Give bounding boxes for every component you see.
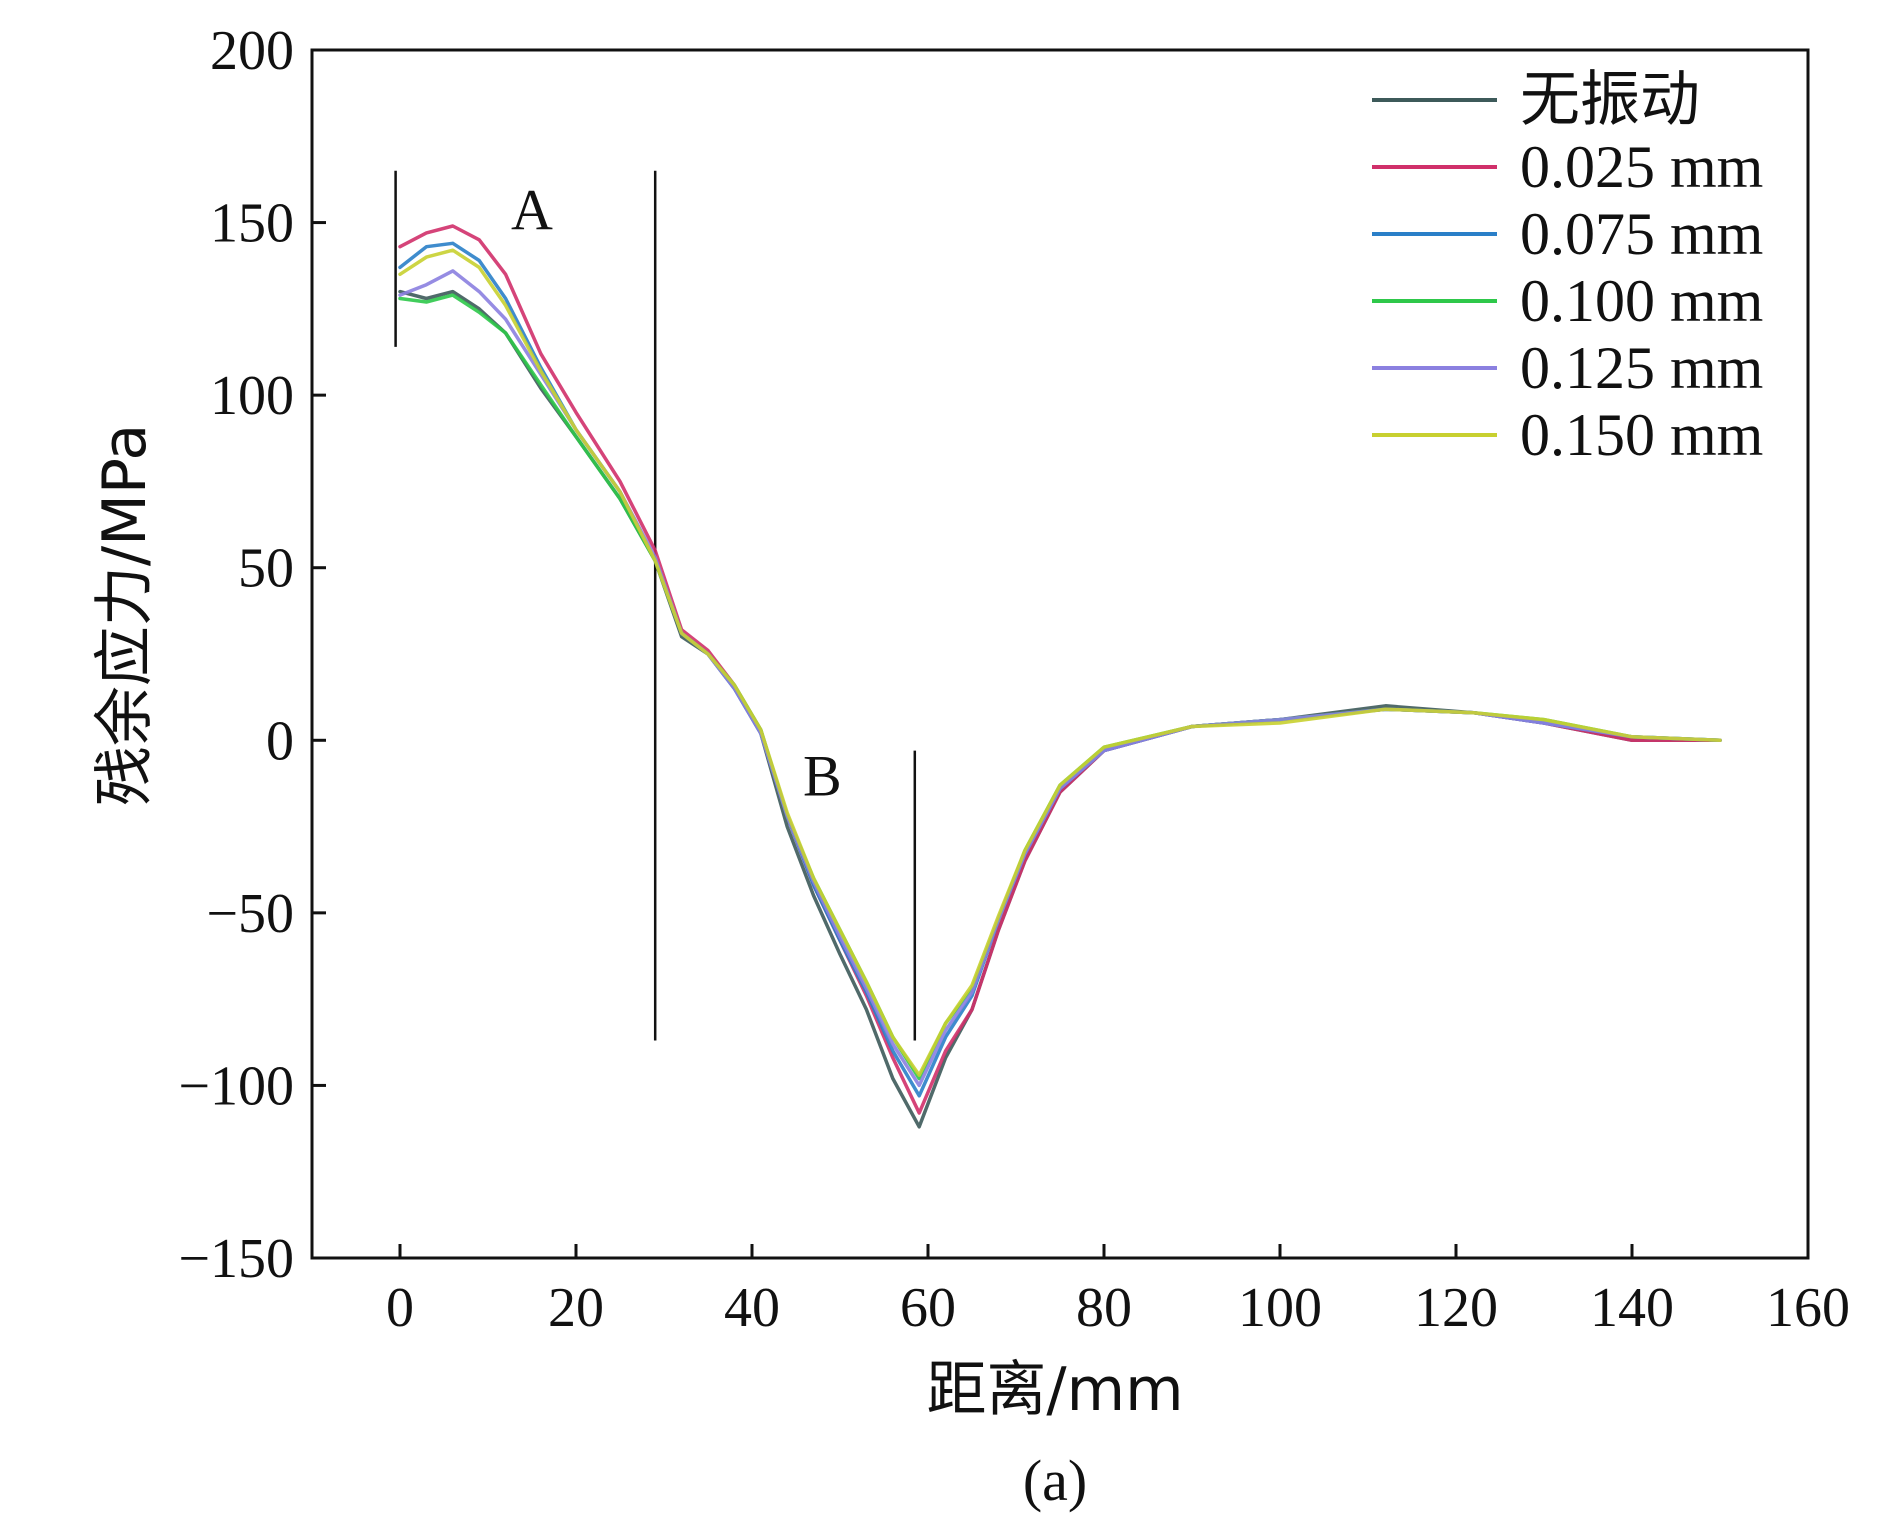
y-axis-label: 残余应力/MPa xyxy=(90,424,160,806)
plot-area: AB xyxy=(394,170,1722,1129)
y-tick-label: 150 xyxy=(210,193,294,255)
y-tick-label: 200 xyxy=(210,20,294,82)
x-tick-label: 20 xyxy=(548,1277,604,1339)
legend-label: 无振动 xyxy=(1520,67,1700,133)
y-tick-label: 100 xyxy=(210,365,294,427)
y-tick-label: 50 xyxy=(238,538,294,600)
legend-label: 0.125 mm xyxy=(1520,335,1763,401)
legend-label: 0.150 mm xyxy=(1520,402,1763,468)
plot-frame xyxy=(310,48,1810,1260)
x-tick-label: 120 xyxy=(1414,1277,1498,1339)
x-tick-label: 140 xyxy=(1590,1277,1674,1339)
y-tick-label: −100 xyxy=(178,1055,294,1117)
y-tick-label: −50 xyxy=(206,883,294,945)
region-annotation: B xyxy=(803,744,842,809)
x-tick-label: 160 xyxy=(1766,1277,1850,1339)
x-tick-label: 0 xyxy=(386,1277,414,1339)
y-tick-label: 0 xyxy=(266,710,294,772)
legend-label: 0.100 mm xyxy=(1520,268,1763,334)
x-axis-label: 距离/mm xyxy=(926,1355,1183,1425)
series-line xyxy=(398,248,1722,1077)
y-tick-label: −150 xyxy=(178,1228,294,1290)
x-tick-label: 100 xyxy=(1238,1277,1322,1339)
legend-label: 0.025 mm xyxy=(1520,134,1763,200)
x-tick-label: 40 xyxy=(724,1277,780,1339)
panel-label: (a) xyxy=(1023,1448,1087,1513)
x-tick-label: 80 xyxy=(1076,1277,1132,1339)
axes: 0 20 40 60 80 100 120 140 160 −150 −100 −50 0 50 100 15… xyxy=(178,20,1850,1339)
x-tick-label: 60 xyxy=(900,1277,956,1339)
legend-label: 0.075 mm xyxy=(1520,201,1763,267)
region-annotation: A xyxy=(511,177,553,242)
